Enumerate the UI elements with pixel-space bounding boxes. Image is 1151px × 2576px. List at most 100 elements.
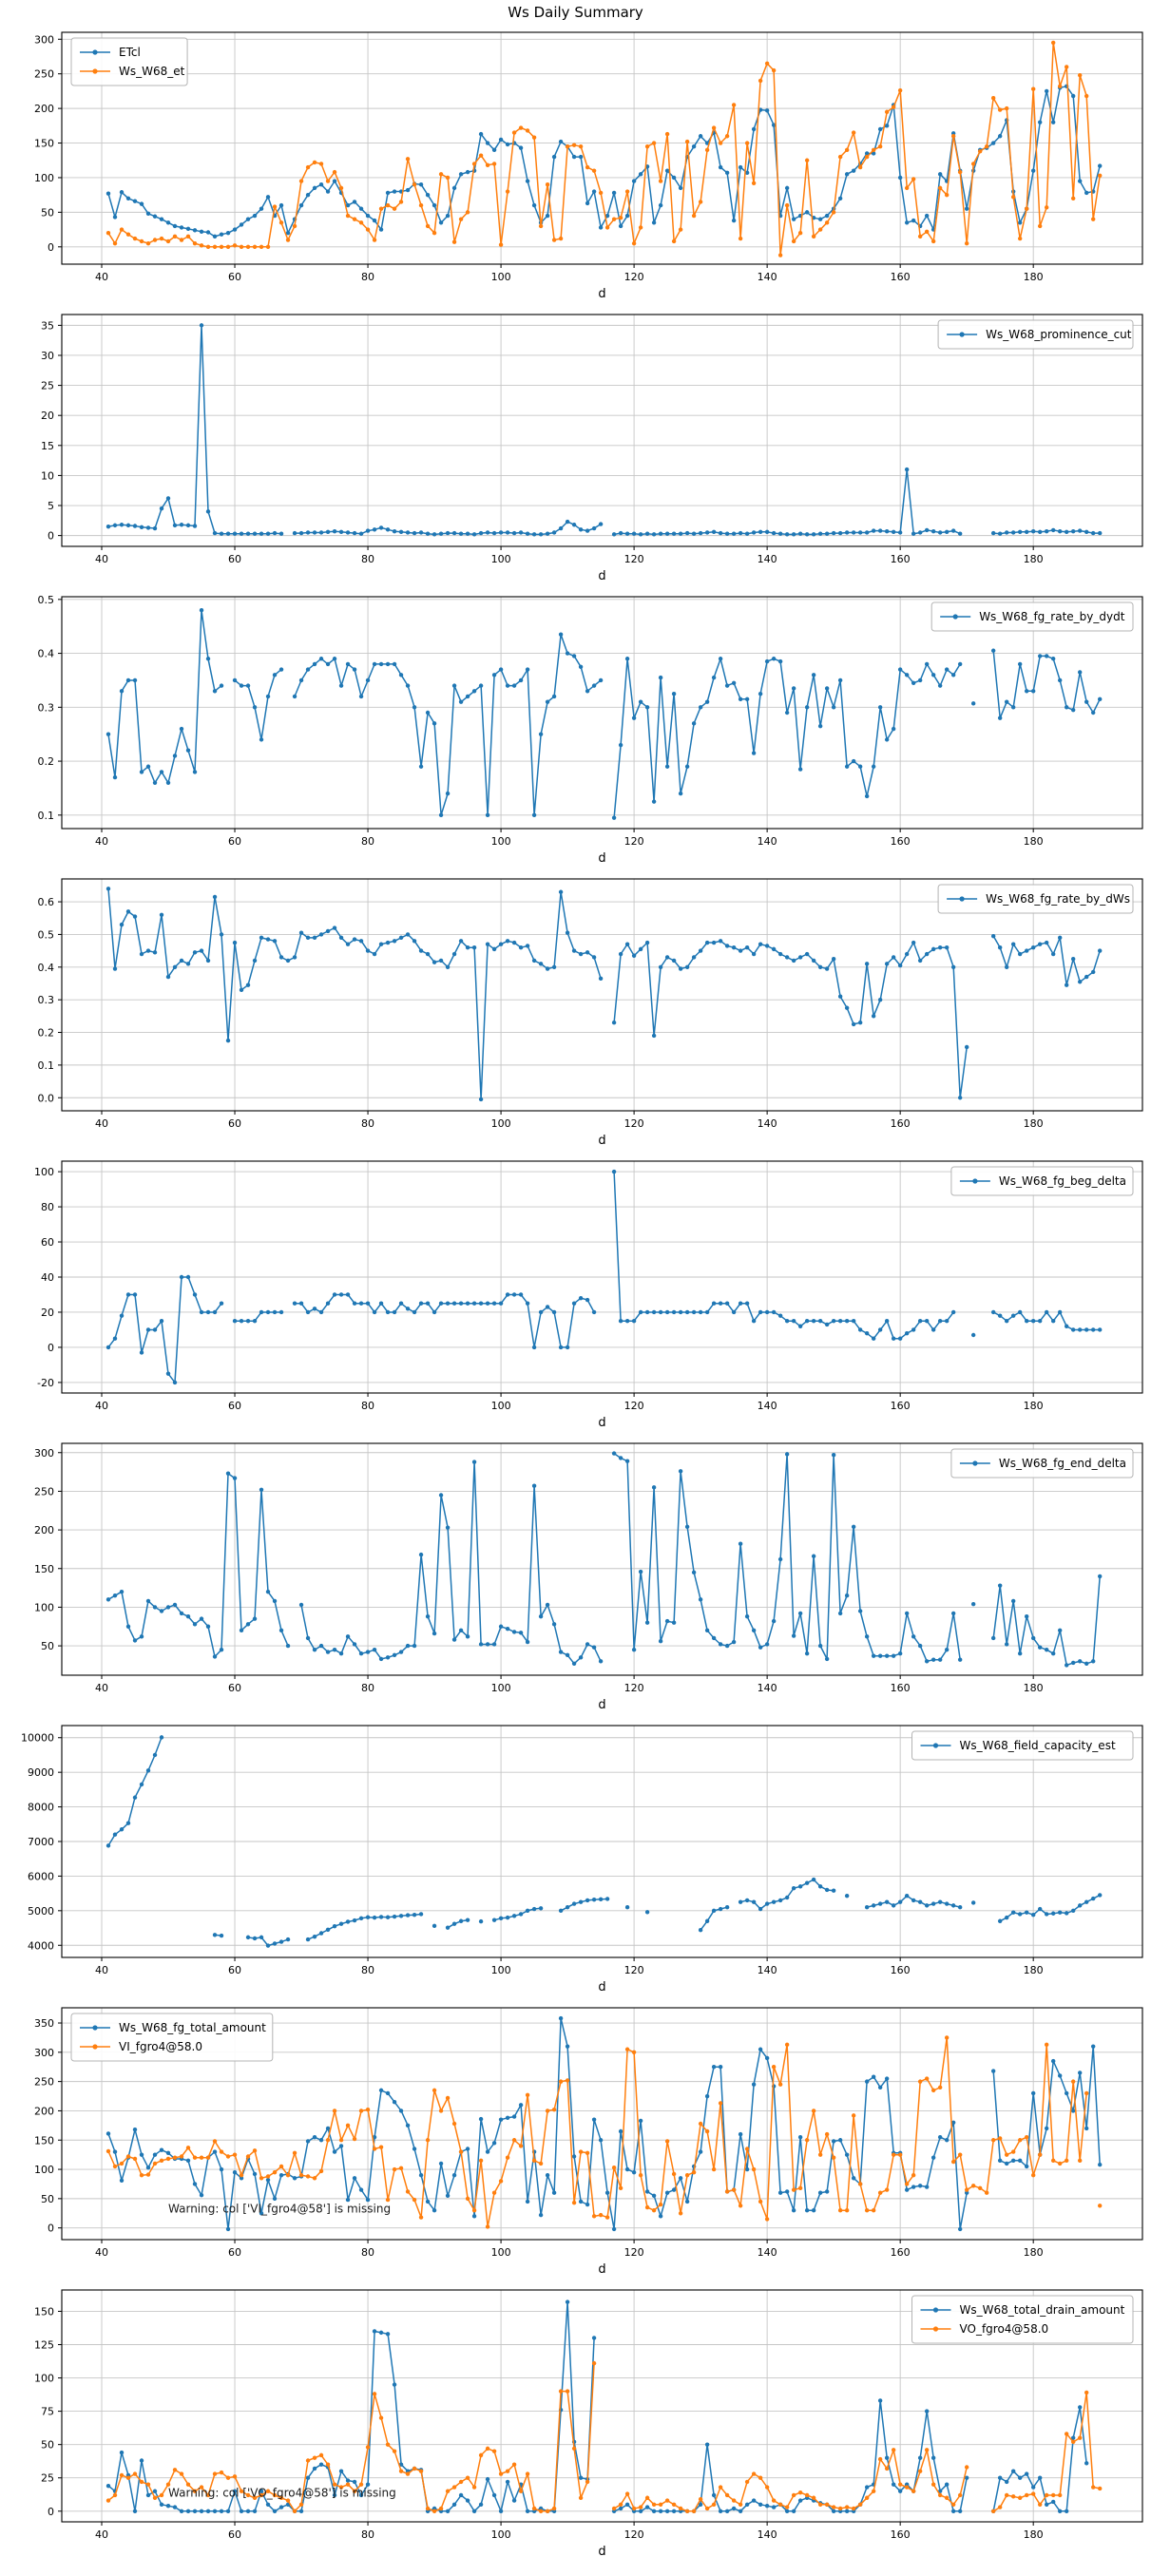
data-point <box>824 2189 830 2194</box>
data-point <box>1084 1899 1089 1904</box>
data-point <box>638 946 643 952</box>
data-point <box>352 200 357 204</box>
data-point <box>904 951 910 957</box>
data-point <box>278 220 284 225</box>
x-tick-label: 160 <box>891 1117 911 1130</box>
data-point <box>631 240 637 246</box>
data-point <box>664 2498 670 2503</box>
data-point <box>545 182 550 187</box>
data-point <box>412 2197 417 2203</box>
legend-marker <box>972 1178 978 1184</box>
data-point <box>392 2166 397 2172</box>
data-point <box>1057 2509 1063 2513</box>
data-point <box>292 1301 297 1306</box>
y-tick-label: 25 <box>41 2472 54 2485</box>
data-point <box>292 955 297 960</box>
data-point <box>112 966 118 971</box>
data-point <box>145 2172 151 2177</box>
data-point <box>318 932 324 937</box>
x-tick-label: 60 <box>228 1400 241 1412</box>
data-point <box>671 1309 677 1315</box>
data-point <box>405 530 411 535</box>
data-point <box>425 951 431 957</box>
data-point <box>106 2483 111 2489</box>
data-point <box>392 1309 397 1315</box>
data-point <box>531 2158 537 2164</box>
legend-box <box>937 319 1134 350</box>
data-point <box>997 1918 1003 1923</box>
data-point <box>1057 2073 1063 2078</box>
data-point <box>491 1642 497 1647</box>
data-point <box>412 939 417 944</box>
data-point <box>558 2079 564 2084</box>
data-point <box>392 661 397 667</box>
data-point <box>345 1634 351 1639</box>
data-point <box>378 942 384 946</box>
data-point <box>691 955 697 960</box>
data-point <box>911 2489 916 2493</box>
data-point <box>325 1301 331 1306</box>
data-point <box>738 2131 743 2137</box>
data-point <box>731 1639 737 1645</box>
data-point <box>1050 1651 1056 1656</box>
data-point <box>145 2482 151 2487</box>
data-point <box>738 2204 743 2208</box>
data-point <box>651 2207 657 2213</box>
data-point <box>1037 529 1043 535</box>
data-point <box>1084 699 1089 704</box>
data-point <box>924 2409 930 2414</box>
data-point <box>644 2189 650 2194</box>
data-point <box>924 2448 930 2452</box>
data-point <box>152 238 158 242</box>
data-point <box>777 951 783 957</box>
data-point <box>318 2138 324 2143</box>
data-point <box>571 2200 577 2205</box>
plot-border <box>61 1442 1143 1676</box>
data-point <box>332 2482 337 2487</box>
data-point <box>624 2047 630 2051</box>
data-point <box>259 2211 264 2216</box>
data-point <box>471 1301 477 1306</box>
data-point <box>298 677 304 683</box>
data-point <box>1084 1327 1089 1332</box>
x-tick-label: 100 <box>491 1964 511 1976</box>
data-point <box>145 211 151 217</box>
data-point <box>718 657 723 661</box>
data-point <box>172 1602 178 1608</box>
data-point <box>1044 1912 1049 1917</box>
data-point <box>139 1782 144 1787</box>
data-point <box>378 2088 384 2093</box>
data-point <box>831 705 836 710</box>
data-point <box>844 2505 850 2509</box>
data-point <box>179 958 184 964</box>
data-point <box>970 1332 976 1338</box>
data-point <box>824 2502 830 2507</box>
data-point <box>585 1898 590 1903</box>
data-point <box>305 1937 311 1942</box>
x-tick-label: 40 <box>95 2528 108 2541</box>
data-point <box>591 1645 597 1650</box>
data-point <box>964 240 969 246</box>
data-point <box>804 532 810 537</box>
data-point <box>1050 1319 1056 1324</box>
series-Ws_W68_prominence_cut <box>106 323 1103 537</box>
data-point <box>185 2509 191 2513</box>
data-point <box>585 528 590 533</box>
data-point <box>1070 2435 1076 2440</box>
data-point <box>438 2506 444 2511</box>
data-point <box>278 202 284 208</box>
data-point <box>1017 1309 1023 1315</box>
data-point <box>817 1884 823 1889</box>
y-tick-label: 0.4 <box>38 962 55 974</box>
x-tick-label: 60 <box>228 1682 241 1694</box>
data-point <box>505 1292 510 1297</box>
data-point <box>338 1292 344 1297</box>
data-point <box>884 124 890 128</box>
data-point <box>644 143 650 149</box>
data-point <box>445 2095 451 2101</box>
data-point <box>451 1637 457 1642</box>
data-point <box>724 2189 730 2194</box>
data-point <box>106 1345 111 1350</box>
